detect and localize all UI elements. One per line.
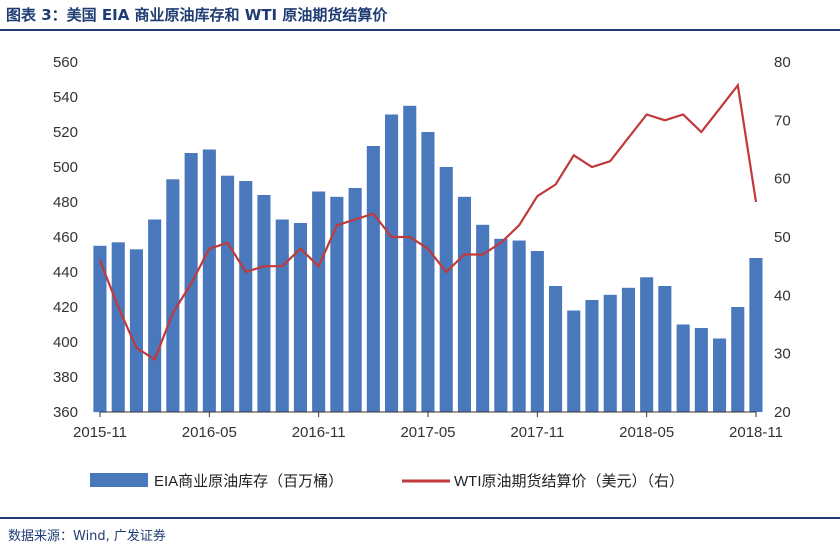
right-tick-label: 70 — [774, 112, 791, 129]
inventory-bar — [530, 251, 544, 412]
left-tick-label: 520 — [53, 124, 78, 141]
left-tick-label: 400 — [53, 334, 78, 351]
inventory-bar — [148, 219, 162, 412]
inventory-bar — [476, 224, 490, 413]
inventory-bar — [348, 188, 362, 412]
inventory-bar — [567, 310, 581, 412]
left-tick-label: 500 — [53, 159, 78, 176]
inventory-bar — [658, 286, 672, 412]
inventory-bar — [166, 179, 180, 413]
left-tick-label: 420 — [53, 299, 78, 316]
left-tick-label: 540 — [53, 89, 78, 106]
inventory-bar — [694, 328, 708, 412]
inventory-bar — [676, 324, 690, 412]
legend-line-label: WTI原油期货结算价（美元）（右） — [454, 472, 684, 490]
footer-rule — [0, 517, 840, 519]
legend-bar-label: EIA商业原油库存（百万桶） — [154, 473, 343, 490]
title-rule — [0, 29, 840, 31]
inventory-bar — [93, 245, 107, 413]
x-tick-label: 2017-11 — [510, 424, 564, 441]
legend: EIA商业原油库存（百万桶） WTI原油期货结算价（美元）（右） — [90, 472, 684, 490]
inventory-bar — [421, 132, 435, 412]
inventory-bar — [293, 223, 307, 412]
left-tick-label: 380 — [53, 369, 78, 386]
inventory-bar — [749, 258, 763, 412]
inventory-bar — [257, 195, 271, 412]
source-note: 数据来源：Wind, 广发证券 — [8, 529, 166, 544]
inventory-bar — [275, 219, 289, 412]
x-axis: 2015-11 2016-05 2016-11 2017-05 2017-11 2018-… — [73, 412, 783, 441]
inventory-bar — [512, 240, 526, 412]
inventory-bar — [221, 175, 235, 412]
inventory-bar — [549, 286, 563, 412]
inventory-bar — [239, 181, 253, 412]
legend-bar-swatch — [90, 473, 148, 487]
inventory-bar — [621, 287, 635, 413]
inventory-bar — [585, 300, 599, 412]
inventory-bar — [439, 167, 453, 412]
chart-title: 图表 3：美国 EIA 商业原油库存和 WTI 原油期货结算价 — [6, 6, 388, 24]
left-axis: 560 540 520 500 480 460 440 420 400 380 360 — [53, 54, 78, 421]
right-tick-label: 40 — [774, 287, 791, 304]
inventory-bars — [93, 105, 763, 413]
x-tick-label: 2017-05 — [400, 424, 455, 441]
inventory-bar — [129, 249, 143, 413]
right-tick-label: 20 — [774, 404, 791, 421]
wti-price-line — [98, 82, 758, 362]
left-tick-label: 480 — [53, 194, 78, 211]
inventory-bar — [731, 307, 745, 412]
inventory-bar — [312, 191, 326, 412]
inventory-bar — [330, 196, 344, 413]
inventory-bar — [403, 105, 417, 413]
inventory-bar — [202, 149, 216, 412]
right-tick-label: 50 — [774, 229, 791, 246]
right-tick-label: 60 — [774, 171, 791, 188]
x-tick-label: 2016-05 — [182, 424, 237, 441]
right-tick-label: 80 — [774, 54, 791, 71]
left-tick-label: 560 — [53, 54, 78, 71]
right-tick-label: 30 — [774, 346, 791, 363]
inventory-bar — [603, 294, 617, 413]
inventory-bar — [713, 338, 727, 412]
x-tick-label: 2018-05 — [619, 424, 674, 441]
left-tick-label: 440 — [53, 264, 78, 281]
inventory-bar — [457, 196, 471, 413]
right-axis: 80 70 60 50 40 30 20 — [774, 54, 791, 421]
inventory-bar — [385, 114, 399, 412]
inventory-bar — [494, 238, 508, 413]
inventory-bar — [640, 277, 654, 413]
left-tick-label: 360 — [53, 404, 78, 421]
chart-svg: 560 540 520 500 480 460 440 420 400 380 360 80 70 60… — [53, 54, 791, 490]
x-tick-label: 2015-11 — [73, 424, 127, 441]
inventory-bar — [111, 242, 125, 413]
left-tick-label: 460 — [53, 229, 78, 246]
x-tick-label: 2016-11 — [292, 424, 346, 441]
inventory-bar — [366, 146, 380, 412]
x-tick-label: 2018-11 — [729, 424, 783, 441]
